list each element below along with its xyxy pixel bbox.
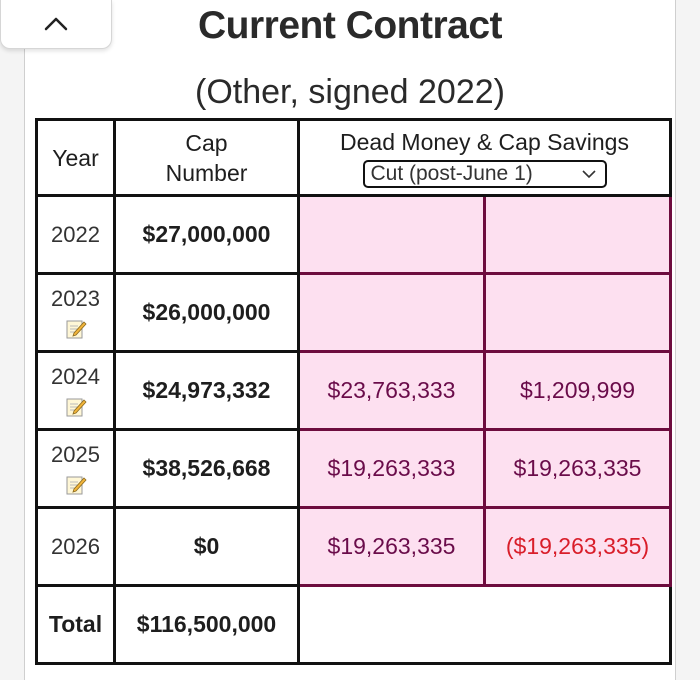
scenario-select-value: Cut (post-June 1) bbox=[370, 162, 533, 185]
year-cell: 2024 bbox=[35, 350, 116, 431]
table-row: 2022 $27,000,000 bbox=[35, 194, 672, 275]
cap-savings-cell: $19,263,335 bbox=[483, 428, 672, 509]
cap-number-cell: $26,000,000 bbox=[113, 272, 300, 353]
table-row: 2024 $24,973,332 $23,763,333 $1,209,999 bbox=[35, 350, 672, 431]
header-row: Year Cap Number Dead Money & Cap Savings… bbox=[35, 118, 672, 197]
total-cap-cell: $116,500,000 bbox=[113, 584, 300, 665]
dead-money-cell: $23,763,333 bbox=[297, 350, 486, 431]
total-row: Total $116,500,000 bbox=[35, 584, 672, 665]
year-cell: 2022 bbox=[35, 194, 116, 275]
scenario-select[interactable]: Cut (post-June 1) bbox=[362, 160, 607, 188]
dead-money-cell: $19,263,333 bbox=[297, 428, 486, 509]
page-subtitle: (Other, signed 2022) bbox=[195, 73, 505, 111]
cap-savings-cell: ($19,263,335) bbox=[483, 506, 672, 587]
page-title: Current Contract bbox=[197, 4, 503, 47]
col-header-dead-money: Dead Money & Cap Savings Cut (post-June … bbox=[297, 118, 672, 197]
table-row: 2023 $26,000,000 bbox=[35, 272, 672, 353]
note-pencil-icon[interactable] bbox=[65, 474, 87, 496]
collapse-button[interactable] bbox=[0, 0, 112, 49]
table-row: 2026 $0 $19,263,335 ($19,263,335) bbox=[35, 506, 672, 587]
cap-number-cell: $27,000,000 bbox=[113, 194, 300, 275]
note-pencil-icon[interactable] bbox=[65, 396, 87, 418]
chevron-down-icon bbox=[581, 170, 596, 179]
table-row: 2025 $38,526,668 $19,263,333 $19,263,335 bbox=[35, 428, 672, 509]
total-empty-cell bbox=[297, 584, 672, 665]
col-header-cap: Cap Number bbox=[113, 118, 300, 197]
dead-money-cell bbox=[297, 272, 486, 353]
year-cell: 2023 bbox=[35, 272, 116, 353]
dead-money-cell bbox=[297, 194, 486, 275]
cap-number-cell: $24,973,332 bbox=[113, 350, 300, 431]
col-header-year: Year bbox=[35, 118, 116, 197]
cap-number-cell: $38,526,668 bbox=[113, 428, 300, 509]
cap-savings-cell: $1,209,999 bbox=[483, 350, 672, 431]
cap-number-cell: $0 bbox=[113, 506, 300, 587]
year-cell: 2026 bbox=[35, 506, 116, 587]
contract-table: Year Cap Number Dead Money & Cap Savings… bbox=[35, 118, 672, 665]
note-pencil-icon[interactable] bbox=[65, 318, 87, 340]
chevron-up-icon bbox=[44, 17, 68, 31]
total-label: Total bbox=[35, 584, 116, 665]
cap-savings-cell bbox=[483, 194, 672, 275]
dead-money-cell: $19,263,335 bbox=[297, 506, 486, 587]
cap-savings-cell bbox=[483, 272, 672, 353]
year-cell: 2025 bbox=[35, 428, 116, 509]
